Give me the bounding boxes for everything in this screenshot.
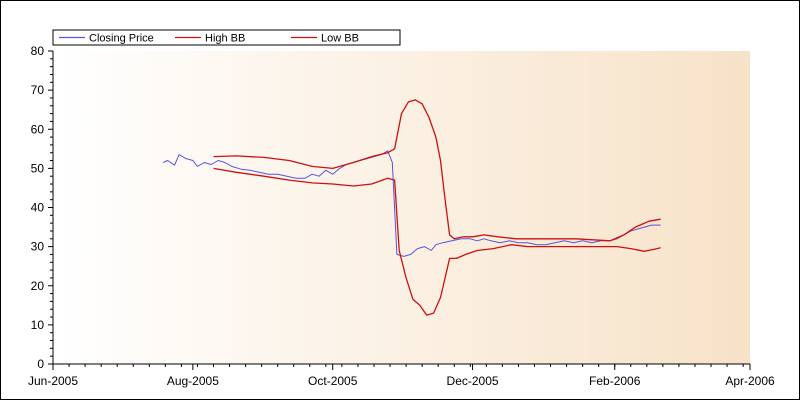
x-ticks: Jun-2005 Aug-2005 Oct-2005 Dec-2005 Feb-2006… [28, 364, 775, 388]
x-tick-label: Aug-2005 [167, 374, 219, 388]
x-tick-label: Oct-2005 [308, 374, 358, 388]
legend-label-closing-price: Closing Price [89, 33, 154, 45]
series-line-high-bb [213, 99, 661, 242]
y-tick-label: 80 [31, 44, 45, 58]
y-tick-label: 0 [37, 357, 44, 371]
legend-label-high-bb: High BB [205, 33, 245, 45]
legend-label-low-bb: Low BB [321, 33, 359, 45]
y-tick-label: 70 [31, 83, 45, 97]
y-tick-label: 60 [31, 122, 45, 136]
y-tick-label: 40 [31, 201, 45, 215]
x-tick-label: Dec-2005 [447, 374, 499, 388]
legend: Closing Price High BB Low BB [52, 29, 401, 46]
x-tick-label: Jun-2005 [28, 374, 78, 388]
x-tick-label: Feb-2006 [589, 374, 641, 388]
legend-box [52, 29, 401, 46]
y-tick-label: 10 [31, 318, 45, 332]
series-line-closing-price [162, 150, 661, 257]
y-ticks: 0 10 20 30 40 50 60 70 80 [31, 44, 53, 371]
plot-background [53, 51, 750, 364]
series-lines [162, 99, 661, 316]
series-line-low-bb [213, 167, 661, 316]
y-tick-label: 20 [31, 279, 45, 293]
x-tick-label: Apr-2006 [725, 374, 775, 388]
y-tick-label: 30 [31, 240, 45, 254]
y-tick-label: 50 [31, 161, 45, 175]
